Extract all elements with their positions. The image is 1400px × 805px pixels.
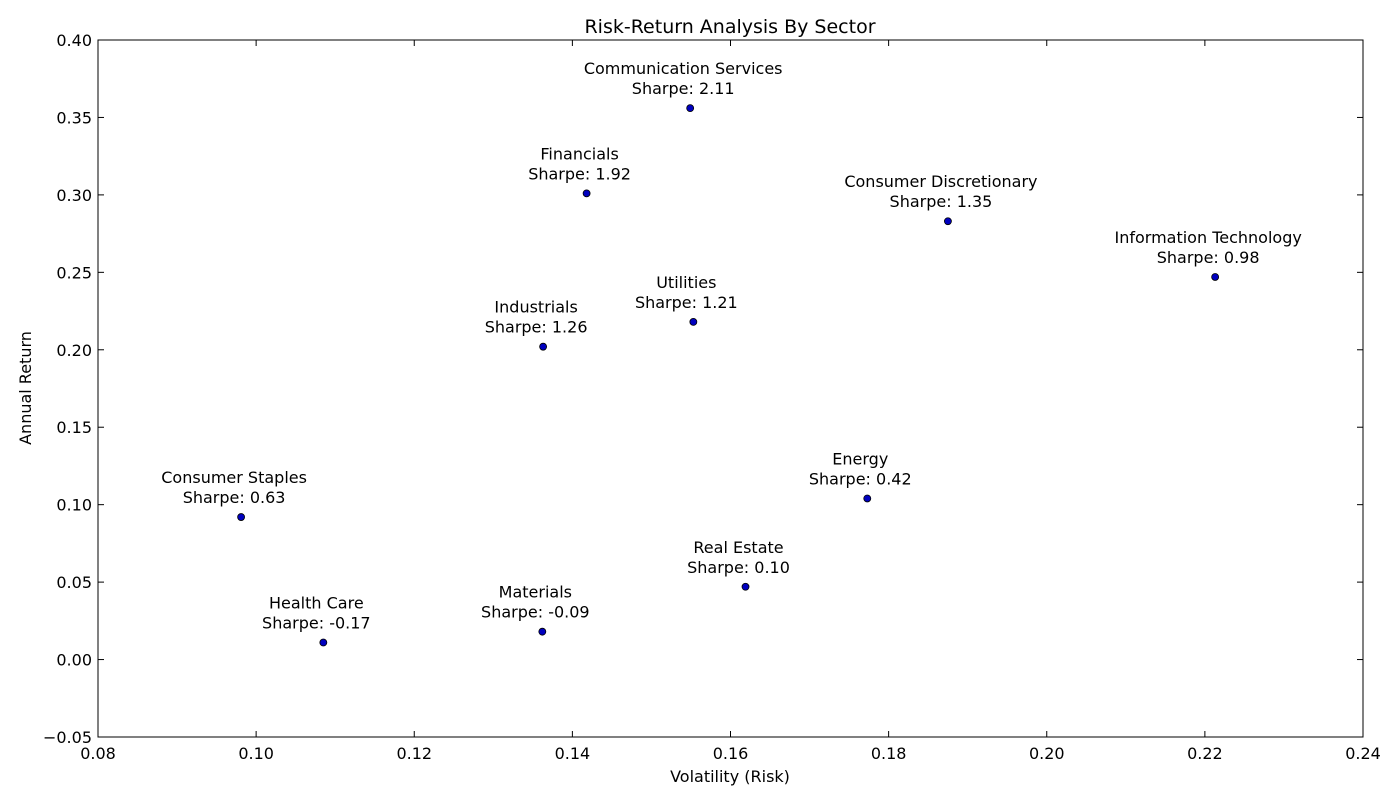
point-sharpe-label: Sharpe: 1.21 — [635, 293, 738, 312]
point-sector-label: Industrials — [494, 298, 577, 317]
ticks-layer: 0.08 0.10 0.12 0.14 0.16 0.18 0.20 0.22 0.24 −0.0… — [43, 31, 1381, 763]
point-sharpe-label: Sharpe: 1.35 — [890, 192, 993, 211]
point-sharpe-label: Sharpe: -0.17 — [262, 614, 371, 633]
x-tick-label: 0.24 — [1345, 744, 1381, 763]
x-tick-label: 0.08 — [80, 744, 116, 763]
x-tick-label: 0.18 — [871, 744, 907, 763]
data-point — [689, 317, 698, 326]
x-axis-label: Volatility (Risk) — [670, 767, 790, 786]
data-point — [741, 582, 750, 591]
point-sharpe-label: Sharpe: 0.10 — [687, 558, 790, 577]
y-tick-label: 0.35 — [56, 108, 92, 127]
data-point — [237, 513, 246, 521]
point-sharpe-label: Sharpe: 0.98 — [1157, 248, 1260, 267]
y-tick-label: 0.30 — [56, 186, 92, 205]
y-tick-label: 0.00 — [56, 651, 92, 670]
point-sector-label: Information Technology — [1114, 228, 1301, 247]
data-point — [944, 217, 952, 226]
point-sector-label: Utilities — [656, 273, 716, 292]
data-point — [686, 104, 695, 113]
point-sharpe-label: Sharpe: 2.11 — [632, 79, 735, 98]
point-sector-label: Materials — [499, 583, 572, 602]
point-sector-label: Consumer Staples — [161, 468, 307, 487]
y-axis-label: Annual Return — [16, 331, 35, 445]
data-point — [538, 627, 547, 636]
plot-frame — [97, 39, 1364, 738]
y-tick-label: 0.40 — [56, 31, 92, 50]
y-tick-label: 0.10 — [56, 496, 92, 515]
data-point — [582, 189, 591, 198]
y-tick-label: 0.05 — [56, 573, 92, 592]
chart-title: Risk-Return Analysis By Sector — [584, 16, 875, 38]
point-sharpe-label: Sharpe: 1.26 — [485, 318, 588, 337]
y-tick-label: 0.25 — [56, 263, 92, 282]
y-tick-label: −0.05 — [43, 728, 92, 747]
point-sharpe-label: Sharpe: -0.09 — [481, 603, 590, 622]
x-tick-label: 0.10 — [238, 744, 274, 763]
x-tick-label: 0.14 — [555, 744, 591, 763]
point-sector-label: Energy — [832, 449, 888, 468]
point-sharpe-label: Sharpe: 1.92 — [528, 164, 631, 183]
y-tick-label: 0.15 — [56, 418, 92, 437]
point-sector-label: Communication Services — [584, 59, 783, 78]
x-tick-label: 0.16 — [713, 744, 749, 763]
data-point — [863, 494, 872, 503]
point-sector-label: Real Estate — [693, 538, 783, 557]
data-point — [319, 638, 328, 647]
point-sector-label: Consumer Discretionary — [844, 172, 1037, 191]
point-sharpe-label: Sharpe: 0.42 — [809, 469, 912, 488]
points-layer — [237, 104, 1220, 647]
x-tick-label: 0.22 — [1187, 744, 1223, 763]
data-point — [1211, 273, 1220, 281]
data-point — [539, 342, 548, 351]
point-sector-label: Financials — [540, 144, 618, 163]
x-tick-label: 0.12 — [396, 744, 432, 763]
y-tick-label: 0.20 — [56, 341, 92, 360]
point-sector-label: Health Care — [269, 594, 364, 613]
point-sharpe-label: Sharpe: 0.63 — [183, 488, 286, 507]
x-tick-label: 0.20 — [1029, 744, 1065, 763]
